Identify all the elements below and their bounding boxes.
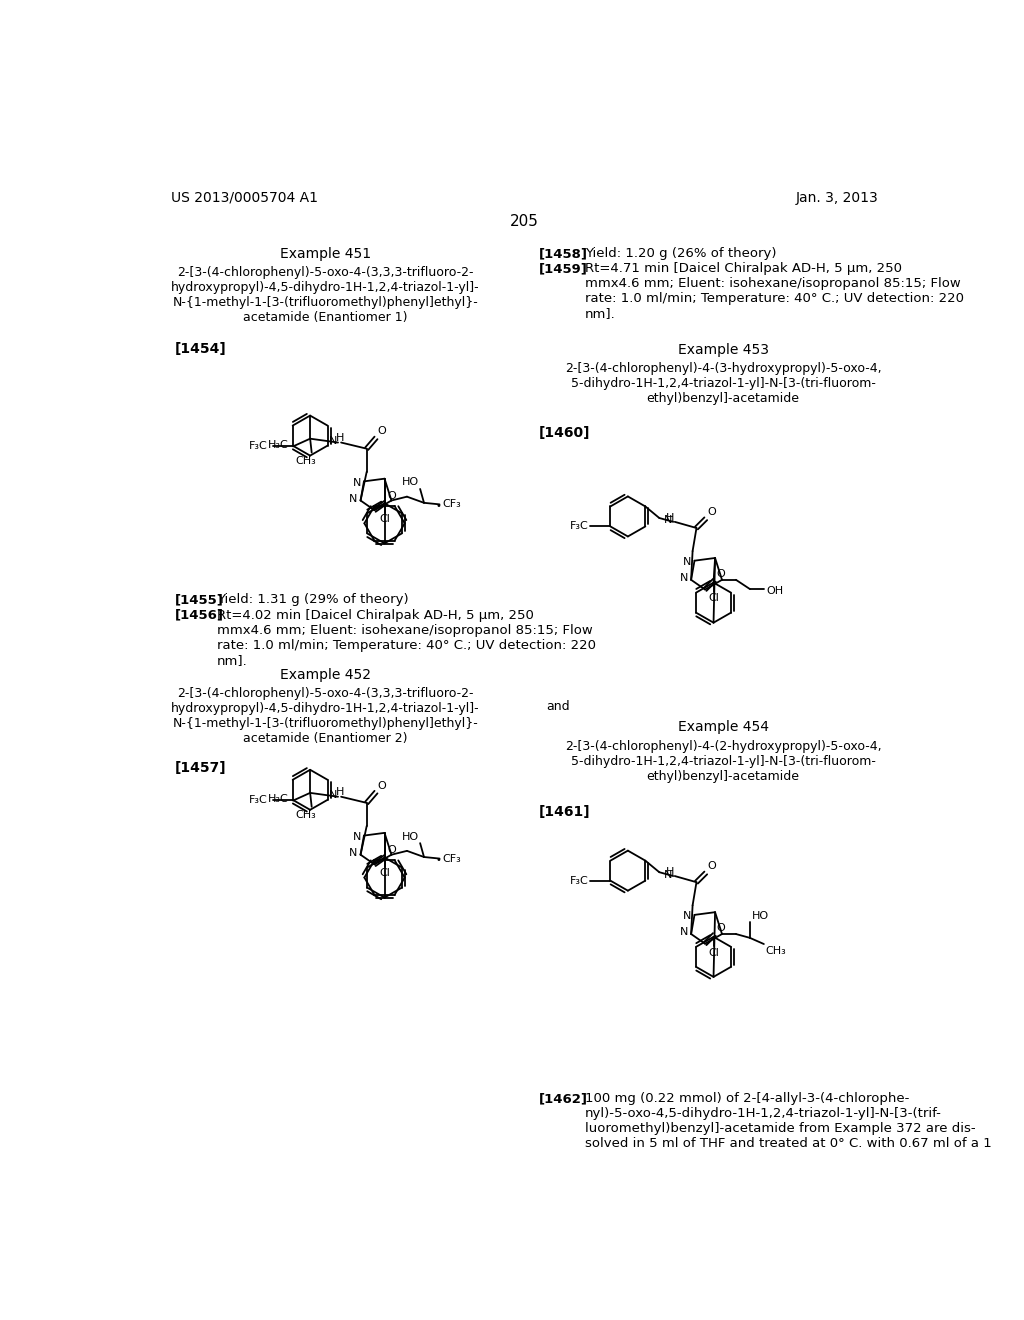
Text: Yield: 1.31 g (29% of theory): Yield: 1.31 g (29% of theory) xyxy=(217,594,409,606)
Text: N: N xyxy=(683,557,691,568)
Text: Rt=4.02 min [Daicel Chiralpak AD-H, 5 μm, 250
mmx4.6 mm; Eluent: isohexane/isopr: Rt=4.02 min [Daicel Chiralpak AD-H, 5 μm… xyxy=(217,609,596,667)
Text: H₃C: H₃C xyxy=(267,795,289,804)
Text: OH: OH xyxy=(766,586,783,595)
Text: N: N xyxy=(680,573,688,582)
Text: and: and xyxy=(547,700,570,713)
Text: 100 mg (0.22 mmol) of 2-[4-allyl-3-(4-chlorophe-
nyl)-5-oxo-4,5-dihydro-1H-1,2,4: 100 mg (0.22 mmol) of 2-[4-allyl-3-(4-ch… xyxy=(586,1093,992,1151)
Text: O: O xyxy=(378,780,386,791)
Text: [1460]: [1460] xyxy=(539,426,590,441)
Text: CH₃: CH₃ xyxy=(296,455,316,466)
Text: 2-[3-(4-chlorophenyl)-4-(2-hydroxypropyl)-5-oxo-4,
5-dihydro-1H-1,2,4-triazol-1-: 2-[3-(4-chlorophenyl)-4-(2-hydroxypropyl… xyxy=(565,739,882,783)
Text: Yield: 1.20 g (26% of theory): Yield: 1.20 g (26% of theory) xyxy=(586,247,777,260)
Text: O: O xyxy=(716,923,725,933)
Text: Jan. 3, 2013: Jan. 3, 2013 xyxy=(796,190,879,205)
Text: 2-[3-(4-chlorophenyl)-4-(3-hydroxypropyl)-5-oxo-4,
5-dihydro-1H-1,2,4-triazol-1-: 2-[3-(4-chlorophenyl)-4-(3-hydroxypropyl… xyxy=(565,363,882,405)
Text: Rt=4.71 min [Daicel Chiralpak AD-H, 5 μm, 250
mmx4.6 mm; Eluent: isohexane/isopr: Rt=4.71 min [Daicel Chiralpak AD-H, 5 μm… xyxy=(586,263,965,321)
Text: O: O xyxy=(708,862,716,871)
Text: F₃C: F₃C xyxy=(249,795,268,805)
Text: H: H xyxy=(336,433,344,444)
Text: Cl: Cl xyxy=(379,513,390,524)
Text: HO: HO xyxy=(752,911,769,921)
Text: Example 453: Example 453 xyxy=(678,343,769,358)
Text: N: N xyxy=(329,436,337,446)
Text: [1457]: [1457] xyxy=(174,762,226,775)
Text: 2-[3-(4-chlorophenyl)-5-oxo-4-(3,3,3-trifluoro-2-
hydroxypropyl)-4,5-dihydro-1H-: 2-[3-(4-chlorophenyl)-5-oxo-4-(3,3,3-tri… xyxy=(171,688,480,746)
Text: CH₃: CH₃ xyxy=(765,945,786,956)
Text: Example 452: Example 452 xyxy=(281,668,371,682)
Text: O: O xyxy=(378,426,386,437)
Text: N: N xyxy=(665,870,673,879)
Text: US 2013/0005704 A1: US 2013/0005704 A1 xyxy=(171,190,317,205)
Text: N: N xyxy=(352,832,360,842)
Text: N: N xyxy=(680,927,688,937)
Text: N: N xyxy=(665,515,673,525)
Text: HO: HO xyxy=(401,832,419,842)
Text: H: H xyxy=(336,788,344,797)
Text: •: • xyxy=(435,855,441,865)
Text: O: O xyxy=(716,569,725,578)
Text: [1462]: [1462] xyxy=(539,1093,588,1105)
Text: Cl: Cl xyxy=(708,948,719,957)
Text: [1454]: [1454] xyxy=(174,342,226,355)
Text: •: • xyxy=(435,500,441,511)
Text: O: O xyxy=(387,845,395,855)
Text: CF₃: CF₃ xyxy=(442,499,462,510)
Text: H: H xyxy=(666,512,675,523)
Text: N: N xyxy=(683,911,691,921)
Text: O: O xyxy=(387,491,395,502)
Text: CF₃: CF₃ xyxy=(442,854,462,863)
Text: [1461]: [1461] xyxy=(539,805,591,820)
Text: O: O xyxy=(708,507,716,517)
Text: [1456]: [1456] xyxy=(174,609,223,622)
Text: H: H xyxy=(666,867,675,876)
Text: HO: HO xyxy=(401,478,419,487)
Text: 205: 205 xyxy=(510,214,540,228)
Text: [1459]: [1459] xyxy=(539,263,588,276)
Text: N: N xyxy=(352,478,360,488)
Text: CH₃: CH₃ xyxy=(296,810,316,820)
Text: F₃C: F₃C xyxy=(249,441,268,450)
Text: Example 451: Example 451 xyxy=(280,247,371,261)
Text: Cl: Cl xyxy=(708,594,719,603)
Text: N: N xyxy=(349,494,357,504)
Text: 2-[3-(4-chlorophenyl)-5-oxo-4-(3,3,3-trifluoro-2-
hydroxypropyl)-4,5-dihydro-1H-: 2-[3-(4-chlorophenyl)-5-oxo-4-(3,3,3-tri… xyxy=(171,267,480,325)
Text: [1458]: [1458] xyxy=(539,247,588,260)
Text: N: N xyxy=(349,849,357,858)
Text: F₃C: F₃C xyxy=(570,521,589,532)
Text: F₃C: F₃C xyxy=(570,875,589,886)
Text: Example 454: Example 454 xyxy=(678,721,769,734)
Text: Cl: Cl xyxy=(379,869,390,878)
Text: H₃C: H₃C xyxy=(267,440,289,450)
Text: [1455]: [1455] xyxy=(174,594,223,606)
Text: N: N xyxy=(329,791,337,800)
